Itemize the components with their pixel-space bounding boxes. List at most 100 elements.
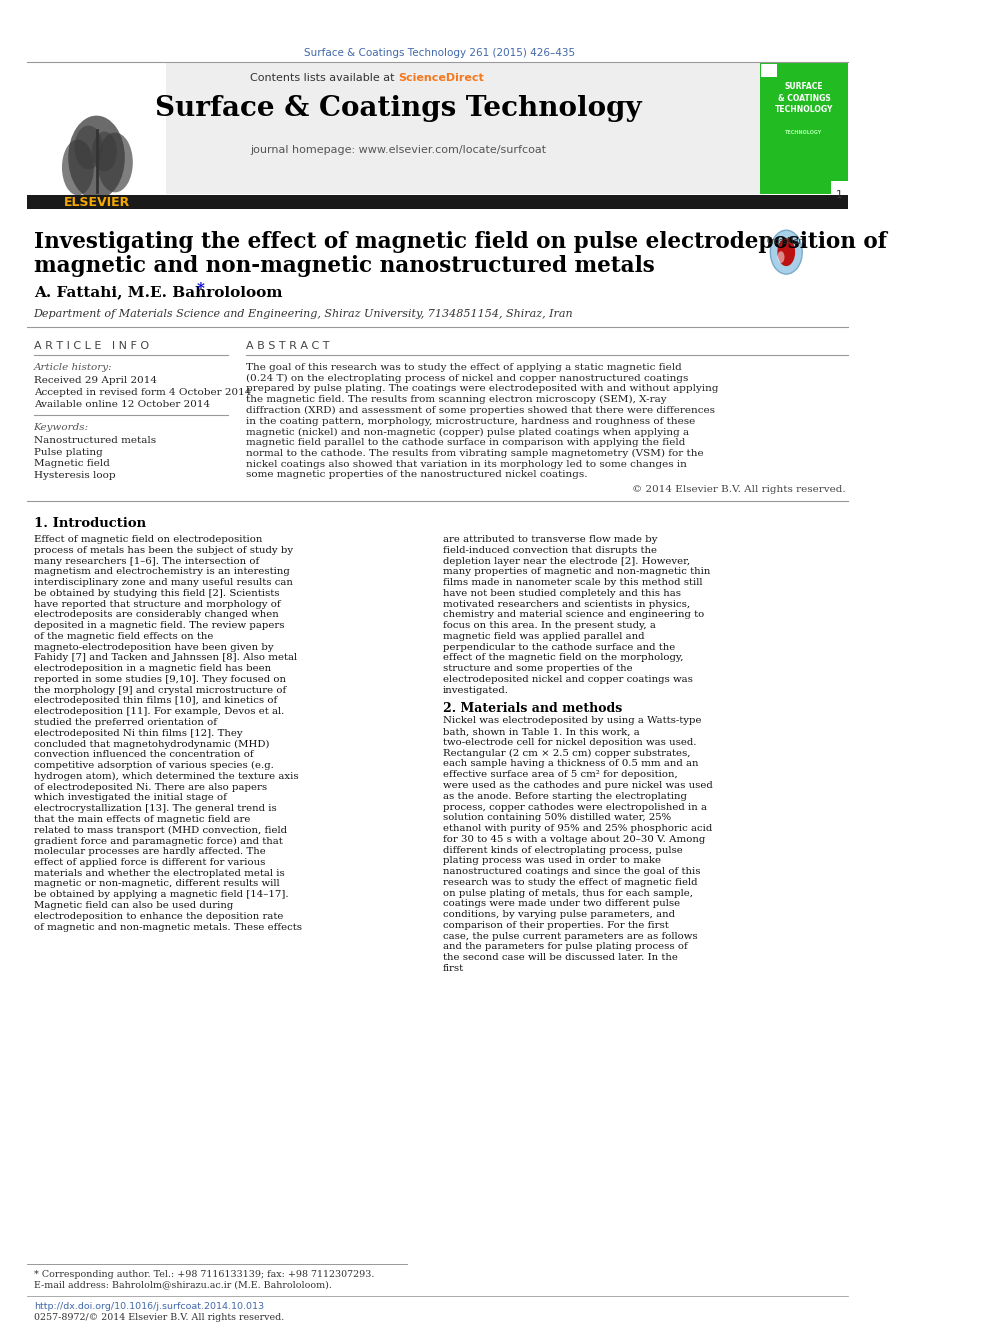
Text: studied the preferred orientation of: studied the preferred orientation of (34, 718, 216, 728)
Text: materials and whether the electroplated metal is: materials and whether the electroplated … (34, 869, 285, 877)
Text: focus on this area. In the present study, a: focus on this area. In the present study… (442, 620, 656, 630)
Text: conditions, by varying pulse parameters, and: conditions, by varying pulse parameters,… (442, 910, 675, 919)
Text: SURFACE
& COATINGS
TECHNOLOGY: SURFACE & COATINGS TECHNOLOGY (775, 82, 833, 114)
Text: Available online 12 October 2014: Available online 12 October 2014 (34, 400, 209, 409)
FancyBboxPatch shape (27, 62, 760, 194)
Text: deposited in a magnetic field. The review papers: deposited in a magnetic field. The revie… (34, 620, 284, 630)
Text: each sample having a thickness of 0.5 mm and an: each sample having a thickness of 0.5 mm… (442, 759, 698, 769)
Text: reported in some studies [9,10]. They focused on: reported in some studies [9,10]. They fo… (34, 675, 286, 684)
Text: electrodeposition in a magnetic field has been: electrodeposition in a magnetic field ha… (34, 664, 271, 673)
Text: magnetism and electrochemistry is an interesting: magnetism and electrochemistry is an int… (34, 568, 290, 577)
Text: concluded that magnetohydrodynamic (MHD): concluded that magnetohydrodynamic (MHD) (34, 740, 269, 749)
Text: investigated.: investigated. (442, 685, 509, 695)
FancyBboxPatch shape (27, 62, 167, 194)
Text: E-mail address: Bahrololm@shirazu.ac.ir (M.E. Bahrololoom).: E-mail address: Bahrololm@shirazu.ac.ir … (34, 1281, 331, 1290)
Text: that the main effects of magnetic field are: that the main effects of magnetic field … (34, 815, 250, 824)
Text: magnetic and non-magnetic nanostructured metals: magnetic and non-magnetic nanostructured… (34, 255, 655, 277)
FancyBboxPatch shape (830, 181, 848, 196)
Text: Contents lists available at: Contents lists available at (250, 73, 399, 83)
Text: many properties of magnetic and non-magnetic thin: many properties of magnetic and non-magn… (442, 568, 710, 577)
Text: (0.24 T) on the electroplating process of nickel and copper nanostructured coati: (0.24 T) on the electroplating process o… (246, 373, 688, 382)
Text: 0257-8972/© 2014 Elsevier B.V. All rights reserved.: 0257-8972/© 2014 Elsevier B.V. All right… (34, 1312, 284, 1322)
Text: 1: 1 (836, 191, 843, 200)
Ellipse shape (74, 126, 103, 169)
Text: case, the pulse current parameters are as follows: case, the pulse current parameters are a… (442, 931, 697, 941)
Text: Surface & Coatings Technology 261 (2015) 426–435: Surface & Coatings Technology 261 (2015)… (304, 48, 574, 58)
Text: films made in nanometer scale by this method still: films made in nanometer scale by this me… (442, 578, 702, 587)
Ellipse shape (62, 139, 94, 196)
Text: Accepted in revised form 4 October 2014: Accepted in revised form 4 October 2014 (34, 388, 251, 397)
FancyBboxPatch shape (760, 62, 848, 194)
Text: *: * (196, 282, 204, 296)
Text: on pulse plating of metals, thus for each sample,: on pulse plating of metals, thus for eac… (442, 889, 692, 897)
Text: related to mass transport (MHD convection, field: related to mass transport (MHD convectio… (34, 826, 287, 835)
Text: magnetic or non-magnetic, different results will: magnetic or non-magnetic, different resu… (34, 880, 280, 889)
Text: The goal of this research was to study the effect of applying a static magnetic : The goal of this research was to study t… (246, 363, 682, 372)
Text: electrodeposited thin films [10], and kinetics of: electrodeposited thin films [10], and ki… (34, 696, 277, 705)
Text: CrossMark: CrossMark (766, 237, 806, 246)
Text: the magnetic field. The results from scanning electron microscopy (SEM), X-ray: the magnetic field. The results from sca… (246, 396, 667, 405)
Text: motivated researchers and scientists in physics,: motivated researchers and scientists in … (442, 599, 689, 609)
Text: Nanostructured metals: Nanostructured metals (34, 435, 156, 445)
Text: 2. Materials and methods: 2. Materials and methods (442, 703, 622, 716)
Text: Fahidy [7] and Tacken and Jahnssen [8]. Also metal: Fahidy [7] and Tacken and Jahnssen [8]. … (34, 654, 297, 663)
Text: A R T I C L E   I N F O: A R T I C L E I N F O (34, 341, 149, 351)
Text: for 30 to 45 s with a voltage about 20–30 V. Among: for 30 to 45 s with a voltage about 20–3… (442, 835, 705, 844)
Text: many researchers [1–6]. The intersection of: many researchers [1–6]. The intersection… (34, 557, 259, 565)
Text: the second case will be discussed later. In the: the second case will be discussed later.… (442, 954, 678, 962)
Text: depletion layer near the electrode [2]. However,: depletion layer near the electrode [2]. … (442, 557, 689, 565)
Text: interdisciplinary zone and many useful results can: interdisciplinary zone and many useful r… (34, 578, 293, 587)
Text: of magnetic and non-magnetic metals. These effects: of magnetic and non-magnetic metals. The… (34, 922, 302, 931)
Text: coatings were made under two different pulse: coatings were made under two different p… (442, 900, 680, 909)
Text: electrodeposition to enhance the deposition rate: electrodeposition to enhance the deposit… (34, 912, 283, 921)
Text: bath, shown in Table 1. In this work, a: bath, shown in Table 1. In this work, a (442, 728, 640, 736)
Ellipse shape (97, 132, 133, 192)
Ellipse shape (778, 238, 796, 266)
Text: effective surface area of 5 cm² for deposition,: effective surface area of 5 cm² for depo… (442, 770, 678, 779)
Text: magnetic (nickel) and non-magnetic (copper) pulse plated coatings when applying : magnetic (nickel) and non-magnetic (copp… (246, 427, 689, 437)
Text: in the coating pattern, morphology, microstructure, hardness and roughness of th: in the coating pattern, morphology, micr… (246, 417, 695, 426)
Text: comparison of their properties. For the first: comparison of their properties. For the … (442, 921, 669, 930)
Text: have not been studied completely and this has: have not been studied completely and thi… (442, 589, 681, 598)
Text: perpendicular to the cathode surface and the: perpendicular to the cathode surface and… (442, 643, 675, 652)
Text: Magnetic field can also be used during: Magnetic field can also be used during (34, 901, 233, 910)
Text: Effect of magnetic field on electrodeposition: Effect of magnetic field on electrodepos… (34, 534, 262, 544)
Text: Keywords:: Keywords: (34, 422, 88, 431)
Text: 1. Introduction: 1. Introduction (34, 517, 146, 531)
Text: magneto-electrodeposition have been given by: magneto-electrodeposition have been give… (34, 643, 273, 652)
Text: magnetic field parallel to the cathode surface in comparison with applying the f: magnetic field parallel to the cathode s… (246, 438, 685, 447)
Text: have reported that structure and morphology of: have reported that structure and morphol… (34, 599, 281, 609)
Text: Hysteresis loop: Hysteresis loop (34, 471, 115, 480)
FancyBboxPatch shape (27, 196, 848, 209)
Text: of the magnetic field effects on the: of the magnetic field effects on the (34, 632, 213, 640)
Text: two-electrode cell for nickel deposition was used.: two-electrode cell for nickel deposition… (442, 738, 696, 747)
Text: be obtained by studying this field [2]. Scientists: be obtained by studying this field [2]. … (34, 589, 279, 598)
Text: Received 29 April 2014: Received 29 April 2014 (34, 376, 157, 385)
Text: A B S T R A C T: A B S T R A C T (246, 341, 329, 351)
Text: electrodeposited nickel and copper coatings was: electrodeposited nickel and copper coati… (442, 675, 692, 684)
Ellipse shape (778, 251, 785, 263)
Text: ScienceDirect: ScienceDirect (399, 73, 484, 83)
Text: field-induced convection that disrupts the: field-induced convection that disrupts t… (442, 546, 657, 554)
Ellipse shape (92, 131, 117, 172)
Text: hydrogen atom), which determined the texture axis: hydrogen atom), which determined the tex… (34, 771, 299, 781)
Text: magnetic field was applied parallel and: magnetic field was applied parallel and (442, 632, 644, 640)
Text: electrodeposited Ni thin films [12]. They: electrodeposited Ni thin films [12]. The… (34, 729, 242, 738)
Text: Department of Materials Science and Engineering, Shiraz University, 7134851154, : Department of Materials Science and Engi… (34, 310, 573, 319)
Text: first: first (442, 964, 464, 972)
Text: prepared by pulse plating. The coatings were electrodeposited with and without a: prepared by pulse plating. The coatings … (246, 384, 718, 393)
Text: research was to study the effect of magnetic field: research was to study the effect of magn… (442, 878, 697, 886)
Text: structure and some properties of the: structure and some properties of the (442, 664, 632, 673)
Text: were used as the cathodes and pure nickel was used: were used as the cathodes and pure nicke… (442, 781, 712, 790)
Text: molecular processes are hardly affected. The: molecular processes are hardly affected.… (34, 847, 266, 856)
Text: are attributed to transverse flow made by: are attributed to transverse flow made b… (442, 534, 658, 544)
Ellipse shape (68, 115, 125, 200)
Text: be obtained by applying a magnetic field [14–17].: be obtained by applying a magnetic field… (34, 890, 289, 900)
Text: TECHNOLOGY: TECHNOLOGY (786, 130, 822, 135)
Text: process, copper cathodes were electropolished in a: process, copper cathodes were electropol… (442, 803, 706, 811)
Text: chemistry and material science and engineering to: chemistry and material science and engin… (442, 610, 704, 619)
Text: journal homepage: www.elsevier.com/locate/surfcoat: journal homepage: www.elsevier.com/locat… (250, 144, 547, 155)
Text: © 2014 Elsevier B.V. All rights reserved.: © 2014 Elsevier B.V. All rights reserved… (632, 486, 845, 495)
Text: process of metals has been the subject of study by: process of metals has been the subject o… (34, 546, 293, 554)
Text: Article history:: Article history: (34, 363, 112, 372)
